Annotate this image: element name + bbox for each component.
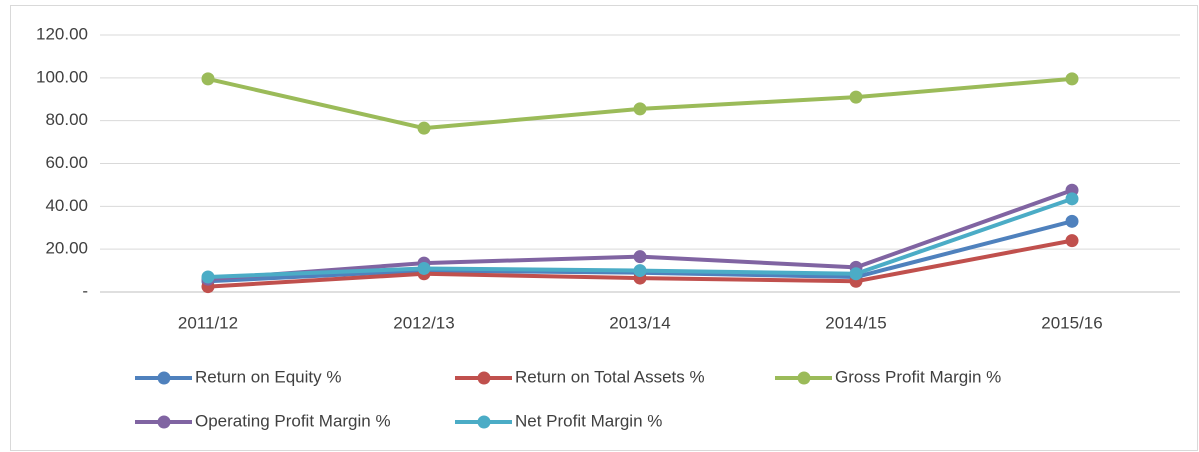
- y-tick-label: 80.00: [45, 110, 88, 129]
- point: [849, 90, 863, 104]
- legend-label: Net Profit Margin %: [515, 411, 662, 430]
- x-tick-label: 2011/12: [178, 313, 238, 332]
- x-tick-label: 2013/14: [609, 313, 670, 332]
- point: [1065, 72, 1079, 86]
- y-tick-label: 60.00: [45, 153, 88, 172]
- point: [1065, 214, 1079, 228]
- point: [633, 102, 647, 116]
- point: [201, 270, 215, 284]
- y-tick-label: 40.00: [45, 196, 88, 215]
- point: [849, 267, 863, 281]
- point: [417, 261, 431, 275]
- legend-marker: [157, 371, 171, 385]
- point: [1065, 234, 1079, 248]
- x-tick-label: 2012/13: [393, 313, 454, 332]
- point: [633, 250, 647, 264]
- point: [201, 72, 215, 86]
- legend-label: Return on Total Assets %: [515, 367, 705, 386]
- x-tick-label: 2014/15: [825, 313, 886, 332]
- legend-marker: [157, 415, 171, 429]
- legend-label: Gross Profit Margin %: [835, 367, 1001, 386]
- x-tick-label: 2015/16: [1041, 313, 1102, 332]
- legend-marker: [477, 371, 491, 385]
- point: [1065, 192, 1079, 206]
- legend-label: Return on Equity %: [195, 367, 341, 386]
- y-tick-label: 120.00: [36, 24, 88, 43]
- legend-marker: [797, 371, 811, 385]
- legend-label: Operating Profit Margin %: [195, 411, 391, 430]
- y-tick-label: 100.00: [36, 67, 88, 86]
- point: [417, 121, 431, 135]
- legend-marker: [477, 415, 491, 429]
- y-tick-label: 20.00: [45, 239, 88, 258]
- y-tick-label: -: [82, 281, 88, 300]
- point: [633, 264, 647, 278]
